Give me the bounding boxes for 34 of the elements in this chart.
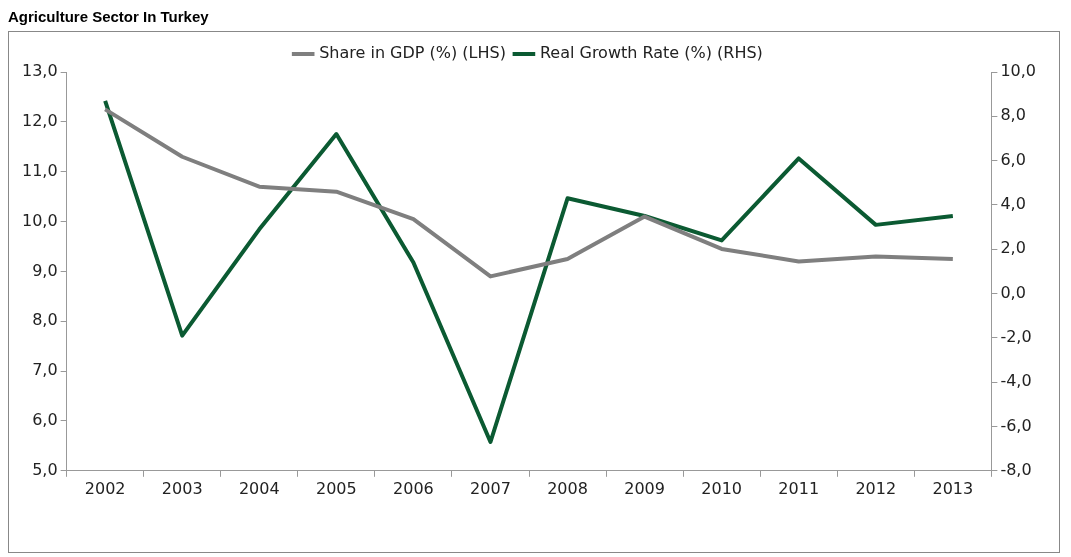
- x-tick-label: 2009: [624, 478, 665, 498]
- y2-tick-label: -6,0: [1000, 415, 1032, 435]
- y-tick-label: 6,0: [32, 410, 58, 430]
- y-tick-label: 9,0: [32, 260, 58, 280]
- x-tick-label: 2003: [161, 478, 203, 498]
- y2-tick-label: 8,0: [1000, 105, 1026, 125]
- y-tick-label: 12,0: [22, 111, 58, 131]
- y-tick-label: 7,0: [32, 360, 58, 380]
- legend-label: Share in GDP (%) (LHS): [319, 43, 506, 63]
- y2-tick-label: 6,0: [1000, 149, 1026, 169]
- y2-tick-label: 0,0: [1000, 282, 1026, 302]
- y-tick-label: 11,0: [22, 160, 58, 180]
- x-tick-label: 2004: [238, 478, 280, 498]
- y-tick-label: 13,0: [22, 61, 58, 81]
- y2-tick-label: 10,0: [1000, 61, 1036, 81]
- y2-tick-label: -8,0: [1000, 459, 1032, 479]
- y2-tick-label: 2,0: [1000, 238, 1026, 258]
- x-tick-label: 2002: [84, 478, 126, 498]
- x-tick-label: 2013: [932, 478, 974, 498]
- x-tick-label: 2006: [393, 478, 434, 498]
- y2-tick-label: 4,0: [1000, 194, 1026, 214]
- y2-tick-label: -4,0: [1000, 371, 1032, 391]
- y-tick-label: 5,0: [32, 459, 58, 479]
- x-tick-label: 2011: [778, 478, 820, 498]
- x-tick-label: 2012: [855, 478, 897, 498]
- y-tick-label: 8,0: [32, 310, 58, 330]
- x-tick-label: 2005: [315, 478, 357, 498]
- chart-title: Agriculture Sector In Turkey: [8, 8, 210, 25]
- x-tick-label: 2008: [547, 478, 588, 498]
- y2-tick-label: -2,0: [1000, 327, 1032, 347]
- legend-label: Real Growth Rate (%) (RHS): [539, 43, 763, 63]
- x-tick-label: 2010: [701, 478, 743, 498]
- y-tick-label: 10,0: [22, 210, 58, 230]
- x-tick-label: 2007: [470, 478, 511, 498]
